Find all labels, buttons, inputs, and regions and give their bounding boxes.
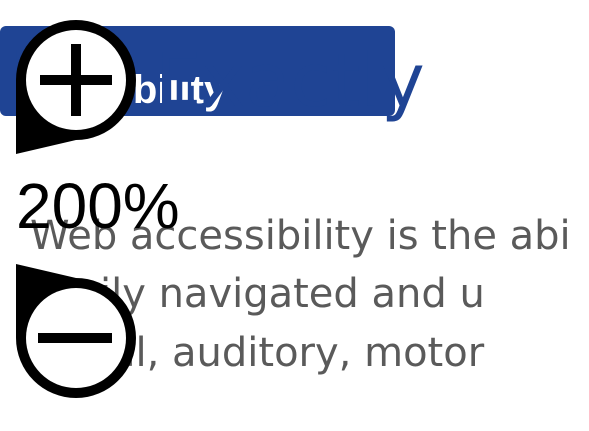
zoom-in-icon <box>16 20 136 154</box>
zoom-level-readout: 200% <box>16 170 180 242</box>
zoom-in-button[interactable] <box>0 4 148 156</box>
zoom-out-button[interactable] <box>0 262 148 414</box>
body-line-1: Web accessibility is the abi <box>30 213 571 259</box>
zoom-out-icon <box>16 264 136 398</box>
